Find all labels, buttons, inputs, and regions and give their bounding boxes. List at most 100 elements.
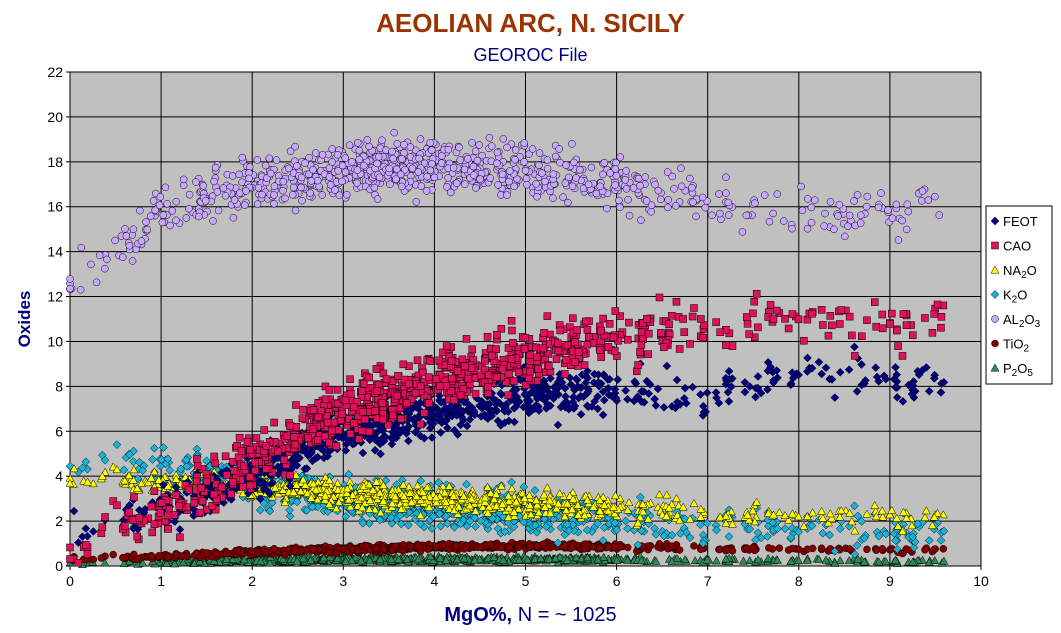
data-point xyxy=(651,180,659,189)
data-point xyxy=(389,154,397,163)
data-point xyxy=(185,204,193,213)
data-point xyxy=(485,133,494,142)
data-point xyxy=(212,550,220,558)
data-point xyxy=(441,555,451,564)
data-point xyxy=(606,169,614,177)
data-point xyxy=(285,164,293,173)
data-point xyxy=(690,304,698,312)
data-point xyxy=(289,183,298,192)
data-point xyxy=(505,177,513,186)
data-point xyxy=(428,146,436,154)
data-point xyxy=(192,178,200,186)
data-point xyxy=(353,139,362,147)
data-point xyxy=(455,143,463,152)
data-point xyxy=(66,543,74,552)
data-point xyxy=(623,555,632,564)
data-point xyxy=(593,555,603,564)
data-point xyxy=(589,543,598,551)
data-point xyxy=(525,150,533,158)
data-point xyxy=(452,542,460,550)
data-point xyxy=(891,555,900,564)
data-point xyxy=(121,225,129,233)
data-point xyxy=(128,257,137,265)
data-points xyxy=(65,128,949,569)
data-point xyxy=(121,553,129,562)
data-point xyxy=(435,553,445,562)
data-point xyxy=(311,149,320,157)
data-point xyxy=(314,176,322,185)
data-point xyxy=(438,152,446,160)
data-point xyxy=(199,182,208,190)
data-point xyxy=(279,177,288,186)
data-point xyxy=(478,151,486,160)
data-point xyxy=(452,179,461,187)
data-point xyxy=(668,172,677,181)
data-point xyxy=(655,540,664,548)
data-point xyxy=(471,147,480,155)
data-point xyxy=(511,146,520,154)
data-point xyxy=(179,175,188,184)
data-point xyxy=(130,550,138,559)
data-point xyxy=(305,153,313,162)
data-point xyxy=(233,546,241,555)
data-point xyxy=(935,211,944,219)
data-point xyxy=(143,225,152,234)
data-point xyxy=(526,542,534,551)
data-point xyxy=(288,191,297,199)
data-point xyxy=(163,200,171,208)
data-point xyxy=(533,542,541,550)
data-point xyxy=(724,198,733,207)
data-point xyxy=(245,174,253,183)
data-point xyxy=(475,141,483,149)
data-point xyxy=(286,147,295,156)
data-point xyxy=(797,182,805,191)
data-point xyxy=(444,145,453,154)
series-tio2 xyxy=(66,538,948,565)
data-point xyxy=(393,165,401,174)
data-point xyxy=(742,211,751,220)
data-point xyxy=(222,549,231,558)
data-point xyxy=(385,164,393,173)
data-point xyxy=(279,186,287,195)
data-point xyxy=(493,148,502,157)
data-point xyxy=(800,336,808,345)
data-point xyxy=(219,184,228,192)
data-point xyxy=(460,165,469,174)
data-point xyxy=(343,190,351,199)
data-point xyxy=(807,203,816,212)
data-point xyxy=(582,540,590,548)
data-point xyxy=(334,167,342,175)
data-point xyxy=(272,156,281,164)
data-point xyxy=(499,135,508,143)
data-point xyxy=(400,140,408,149)
data-point xyxy=(214,206,223,215)
data-point xyxy=(161,183,170,192)
data-point xyxy=(599,552,609,561)
data-point xyxy=(325,173,334,181)
data-point xyxy=(338,177,346,186)
data-point xyxy=(363,136,372,144)
data-point xyxy=(535,161,543,170)
data-point xyxy=(136,206,144,215)
data-point xyxy=(414,542,423,550)
data-point xyxy=(378,136,386,145)
data-point xyxy=(422,187,431,195)
data-point xyxy=(290,546,299,554)
data-point xyxy=(95,251,104,260)
data-point xyxy=(622,167,630,175)
data-point xyxy=(878,545,887,553)
data-point xyxy=(401,166,409,174)
data-point xyxy=(210,177,218,186)
data-point xyxy=(470,171,478,179)
data-point xyxy=(348,158,356,166)
data-point xyxy=(721,554,731,563)
data-point xyxy=(437,159,446,167)
data-point xyxy=(235,433,244,442)
data-point xyxy=(677,164,685,172)
data-point xyxy=(898,216,906,225)
data-point xyxy=(211,459,219,467)
data-point xyxy=(769,209,777,218)
data-point xyxy=(278,555,288,564)
data-point xyxy=(672,202,680,210)
data-point xyxy=(155,552,163,560)
